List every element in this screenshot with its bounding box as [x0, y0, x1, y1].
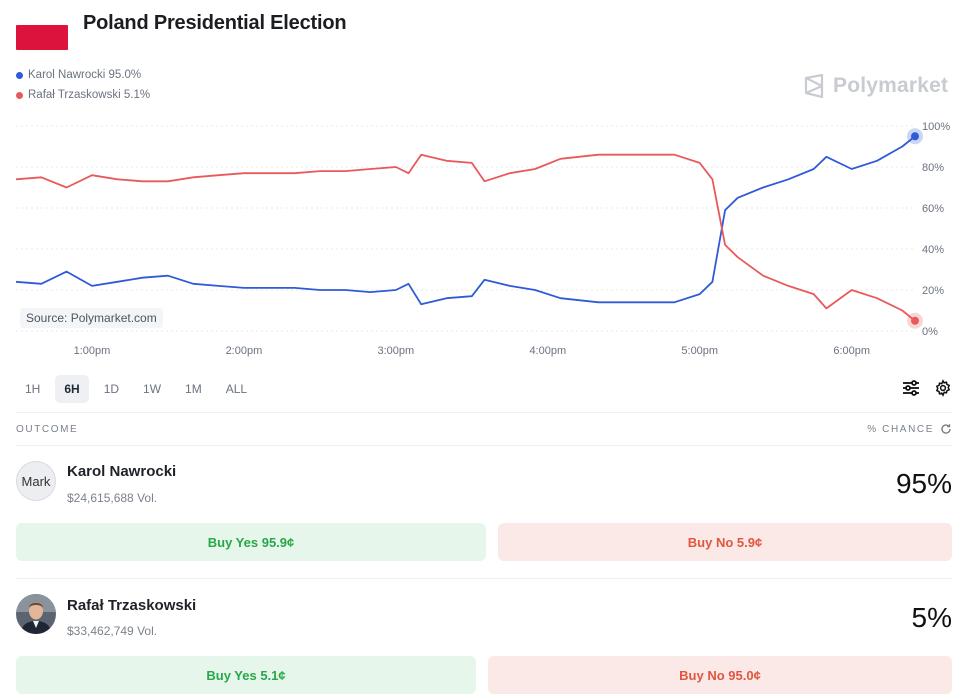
legend-dot-icon: [16, 91, 23, 99]
series-line-0: [15, 135, 916, 306]
range-button-6h[interactable]: 6H: [55, 375, 89, 403]
range-button-all[interactable]: ALL: [225, 382, 248, 396]
range-button-1w[interactable]: 1W: [143, 382, 162, 396]
y-tick-label: 80%: [922, 162, 944, 174]
outcome-column-label: OUTCOME: [16, 423, 79, 435]
y-tick-label: 20%: [922, 285, 944, 297]
chance-column-label: % CHANCE: [867, 423, 934, 435]
y-tick-label: 100%: [922, 121, 950, 133]
outcome-chance: 5%: [911, 602, 952, 633]
outcome-name: Rafał Trzaskowski: [67, 597, 197, 614]
price-history-chart[interactable]: 0% 20% 40% 60% 80% 100% 1:00pm 2:00pm 3:00pm 4:0…: [0, 110, 968, 365]
outcome-volume: $33,462,749 Vol.: [67, 624, 158, 638]
buy-yes-button[interactable]: Buy Yes 95.9¢: [16, 523, 486, 561]
chance-column-header: % CHANCE: [867, 423, 952, 435]
refresh-icon[interactable]: [940, 423, 952, 435]
y-tick-label: 60%: [922, 203, 944, 215]
x-tick-label: 6:00pm: [833, 345, 870, 357]
time-range-selector: 1H 6H 1D 1W 1M ALL: [16, 375, 256, 403]
legend-label: Rafał Trzaskowski 5.1%: [28, 89, 151, 101]
outcome-name: Karol Nawrocki: [67, 463, 177, 480]
chart-source-label: Source: Polymarket.com: [20, 308, 163, 328]
legend-item-nawrocki: Karol Nawrocki 95.0%: [16, 69, 141, 81]
avatar-alt-text: Mark: [21, 473, 51, 489]
y-tick-label: 0%: [922, 326, 938, 338]
chart-tools: [902, 379, 952, 397]
outcome-table-header: OUTCOME % CHANCE: [16, 412, 952, 446]
outcome-volume: $24,615,688 Vol.: [67, 491, 158, 505]
buy-no-button[interactable]: Buy No 95.0¢: [488, 656, 952, 694]
x-tick-label: 2:00pm: [226, 345, 263, 357]
gear-icon[interactable]: [934, 379, 952, 397]
person-photo-icon: [16, 594, 56, 634]
page-title: Poland Presidential Election: [83, 12, 347, 34]
avatar: Mark: [16, 461, 56, 501]
poland-flag: [16, 25, 68, 50]
row-divider: [16, 578, 952, 579]
avatar: [16, 594, 56, 634]
series-end-point: [911, 316, 919, 325]
legend-item-trzaskowski: Rafał Trzaskowski 5.1%: [16, 89, 150, 101]
brand-name: Polymarket: [833, 74, 949, 97]
polymarket-logo-icon: [804, 74, 824, 98]
series-line-1: [15, 153, 916, 322]
buy-no-button[interactable]: Buy No 5.9¢: [498, 523, 952, 561]
outcome-row-trzaskowski[interactable]: Rafał Trzaskowski $33,462,749 Vol. 5%: [16, 590, 952, 650]
sliders-icon[interactable]: [902, 379, 920, 397]
legend-label: Karol Nawrocki 95.0%: [28, 69, 142, 81]
outcome-chance: 95%: [895, 468, 952, 499]
polymarket-watermark: Polymarket: [803, 74, 948, 98]
x-tick-label: 4:00pm: [529, 345, 566, 357]
y-tick-label: 40%: [922, 244, 944, 256]
buy-yes-button[interactable]: Buy Yes 5.1¢: [16, 656, 476, 694]
outcome-row-nawrocki[interactable]: Mark Karol Nawrocki $24,615,688 Vol. 95%: [16, 458, 952, 518]
range-button-1d[interactable]: 1D: [103, 382, 120, 396]
range-button-1m[interactable]: 1M: [185, 382, 202, 396]
x-tick-label: 1:00pm: [74, 345, 111, 357]
legend-dot-icon: [16, 71, 23, 79]
x-tick-label: 5:00pm: [681, 345, 718, 357]
series-end-point: [911, 132, 919, 141]
x-tick-label: 3:00pm: [378, 345, 415, 357]
range-button-1h[interactable]: 1H: [25, 382, 41, 396]
